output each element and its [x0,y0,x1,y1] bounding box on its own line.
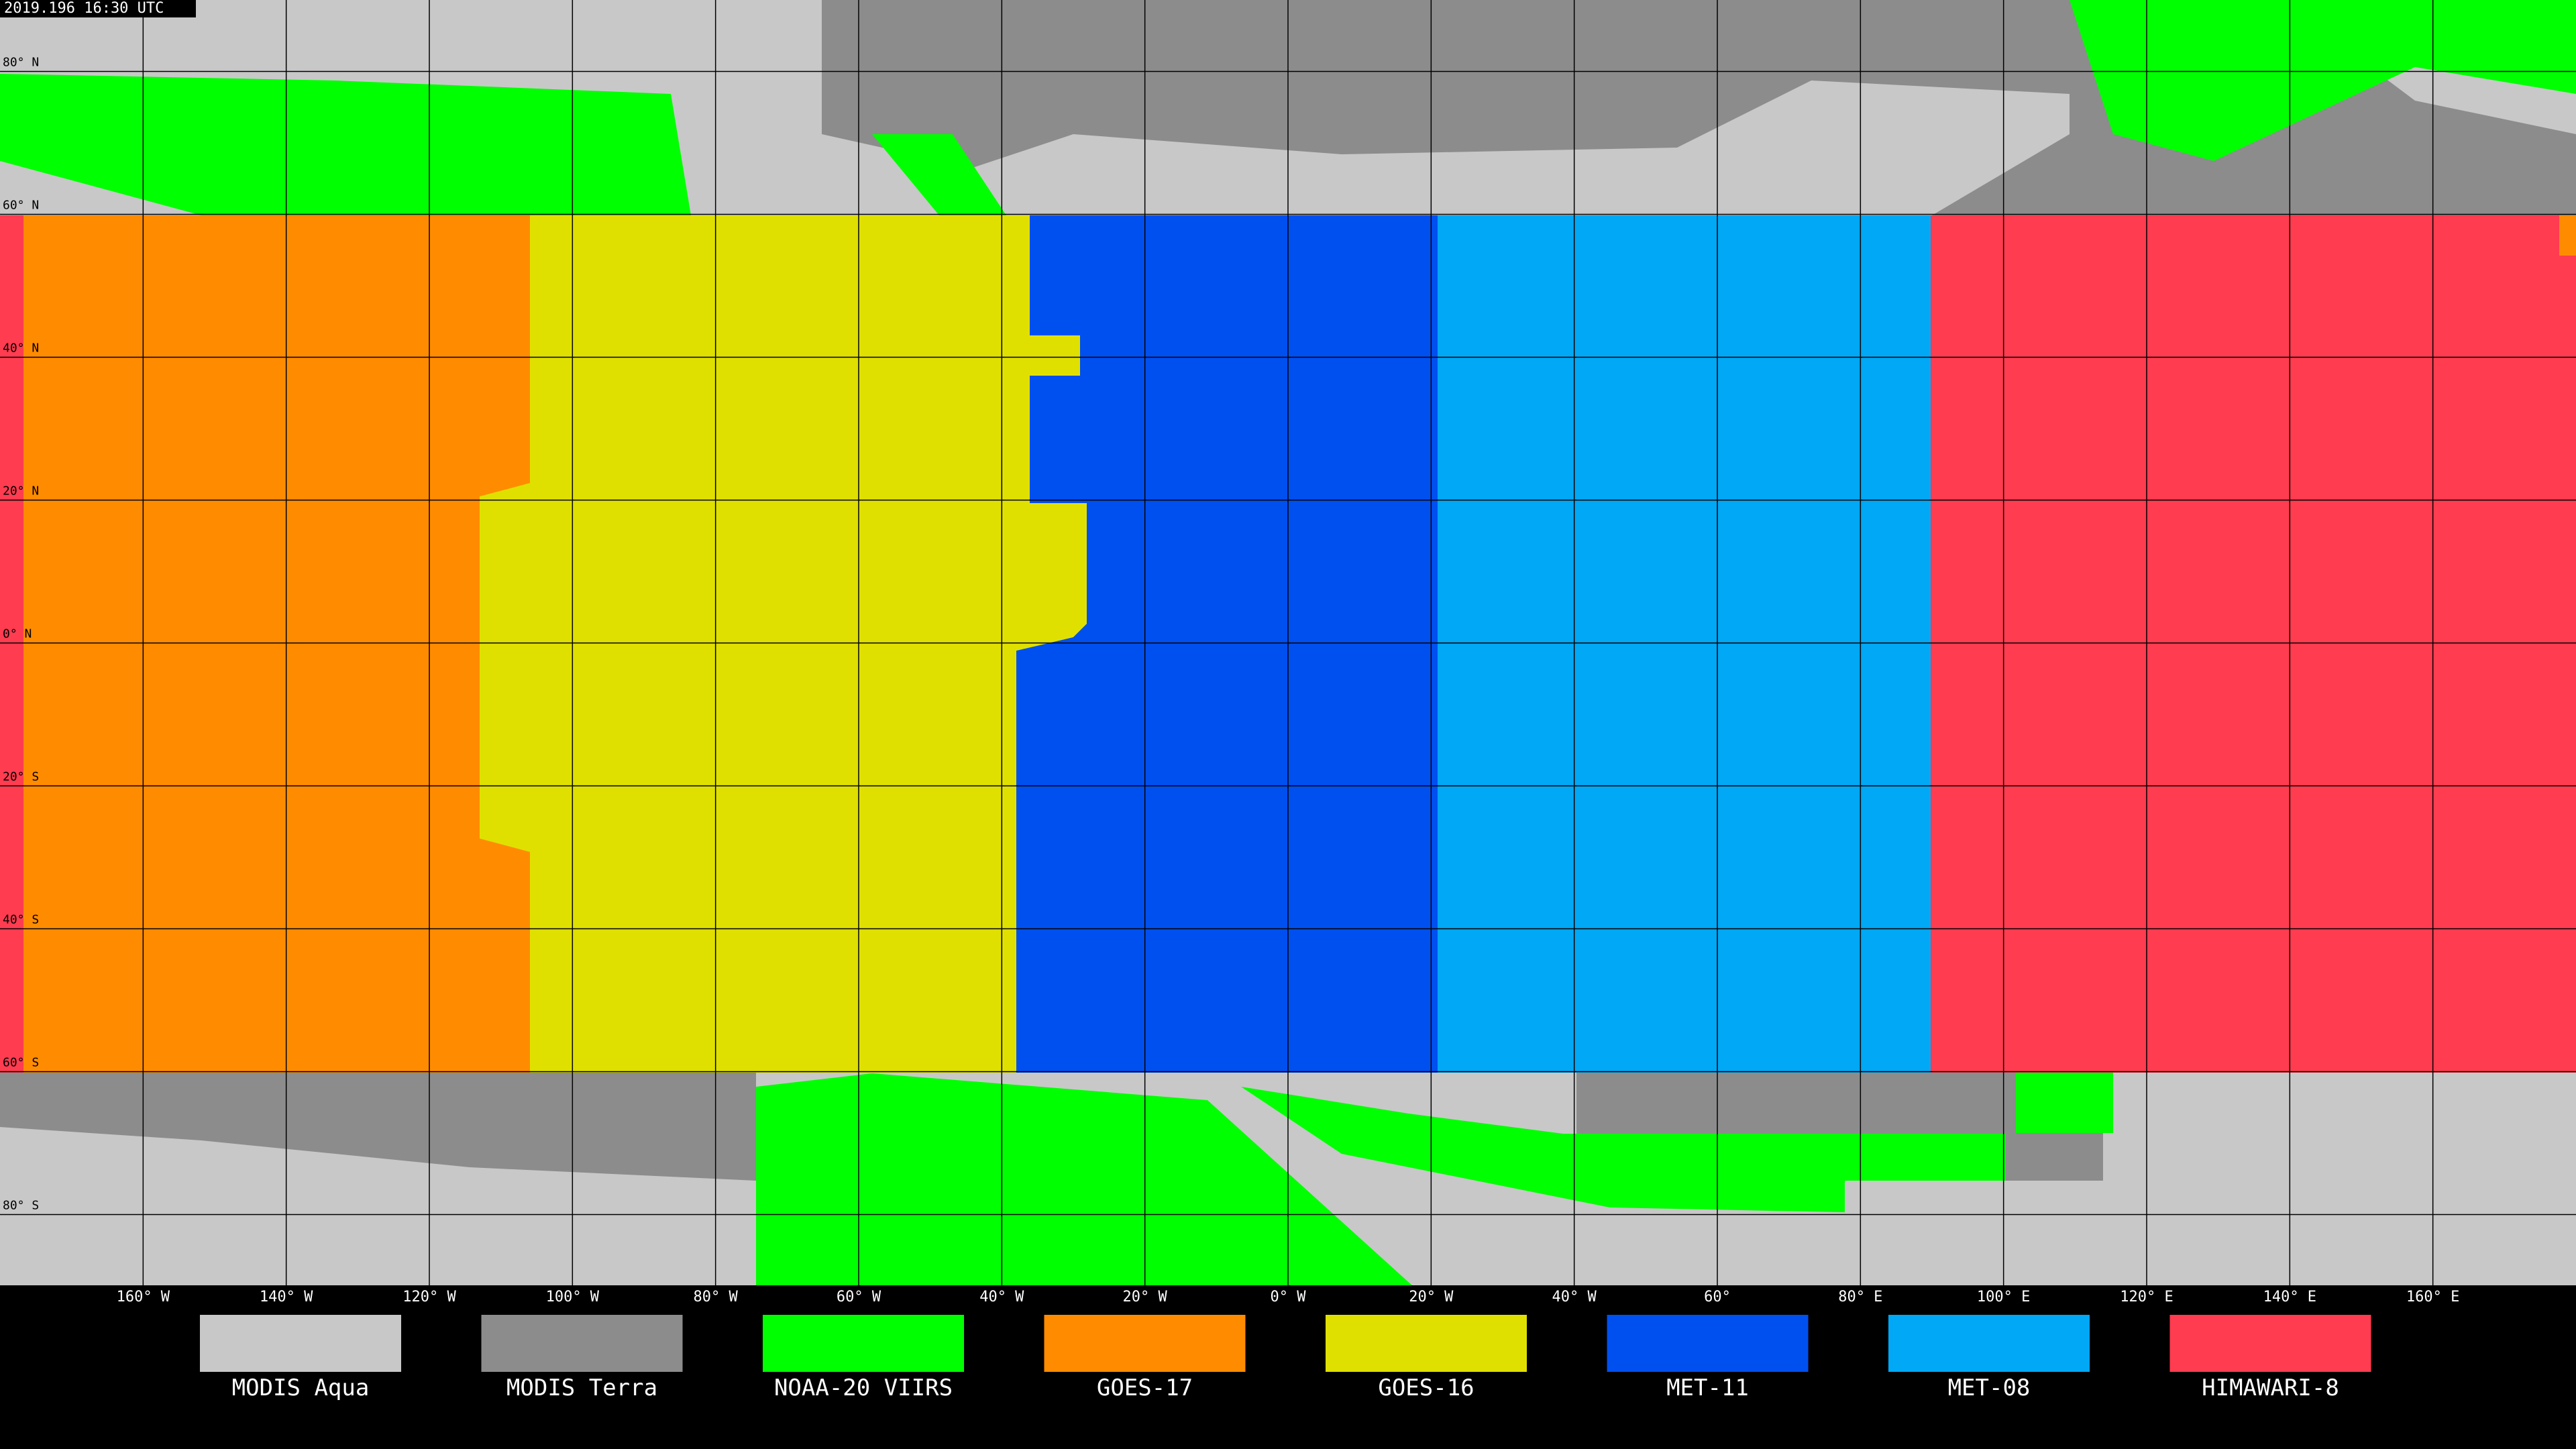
longitude-label: 140° W [260,1289,313,1305]
legend-label: HIMAWARI-8 [2202,1375,2339,1401]
met08-band [1438,215,1931,1073]
viirs-swath [0,74,691,215]
longitude-label: 160° E [2406,1289,2459,1305]
latitude-label: 40° S [3,913,39,927]
goes17-band [2559,215,2576,256]
himawari-band [0,215,23,1073]
legend-swatch [1888,1315,2090,1372]
longitude-label: 60° W [837,1289,881,1305]
latitude-label: 40° N [3,341,39,356]
legend-label: MODIS Terra [506,1375,657,1401]
terra-swath [0,1073,756,1181]
longitude-label: 140° E [2263,1289,2316,1305]
graticule [0,70,2576,1216]
himawari-band [1931,215,2576,1073]
latitude-label: 20° N [3,484,39,498]
goes16-band [480,215,1087,1073]
longitude-label: 160° W [117,1289,170,1305]
longitude-label: 100° E [1977,1289,2030,1305]
latitude-label: 0° N [3,627,32,641]
longitude-label: 40° W [979,1289,1024,1305]
latitude-label: 20° S [3,770,39,784]
longitude-label: 20° W [1123,1289,1168,1305]
longitude-label: 100° W [546,1289,600,1305]
legend-label: GOES-17 [1097,1375,1193,1401]
longitude-label: 80° W [694,1289,739,1305]
latitude-label: 80° N [3,56,39,70]
legend-swatch [481,1315,683,1372]
longitude-label: 0° W [1271,1289,1307,1305]
legend-swatch [1044,1315,1246,1372]
legend-label: MODIS Aqua [232,1375,370,1401]
met11-band [1016,215,1438,1073]
axis-labels: 80° N 60° N 40° N 20° N 0° N 20° S 40° S 60° S 8… [3,56,2459,1306]
timestamp-box [0,0,196,17]
latitude-label: 60° S [3,1056,39,1070]
longitude-label: 80° E [1838,1289,1882,1305]
latitude-label: 60° N [3,199,39,213]
legend-swatch [2169,1315,2371,1372]
longitude-label: 20° W [1409,1289,1454,1305]
legend-swatch [1326,1315,1527,1372]
aqua-swath [1845,1181,2103,1286]
viirs-swath [872,134,1006,215]
viirs-swath [756,1073,1413,1286]
longitude-label: 120° W [402,1289,456,1305]
longitude-label: 60° [1704,1289,1731,1305]
legend-label: MET-08 [1948,1375,2031,1401]
latitude-label: 80° S [3,1199,39,1213]
legend-label: NOAA-20 VIIRS [774,1375,953,1401]
viirs-swath [1241,1087,2006,1216]
legend: MODIS Aqua MODIS Terra NOAA-20 VIIRS GOES-1… [200,1315,2371,1401]
viirs-swath [2070,0,2576,161]
terra-swath [822,0,2070,168]
terra-swath [1576,1073,2103,1181]
legend-swatch [200,1315,401,1372]
legend-label: MET-11 [1666,1375,1749,1401]
legend-swatch [1607,1315,1809,1372]
legend-swatch [763,1315,964,1372]
timestamp: 2019.196 16:30 UTC [4,0,164,17]
viirs-swath [2016,1073,2113,1133]
goes17-band [23,215,530,1073]
longitude-label: 120° E [2120,1289,2173,1305]
longitude-label: 40° W [1552,1289,1597,1305]
legend-label: GOES-16 [1378,1375,1474,1401]
